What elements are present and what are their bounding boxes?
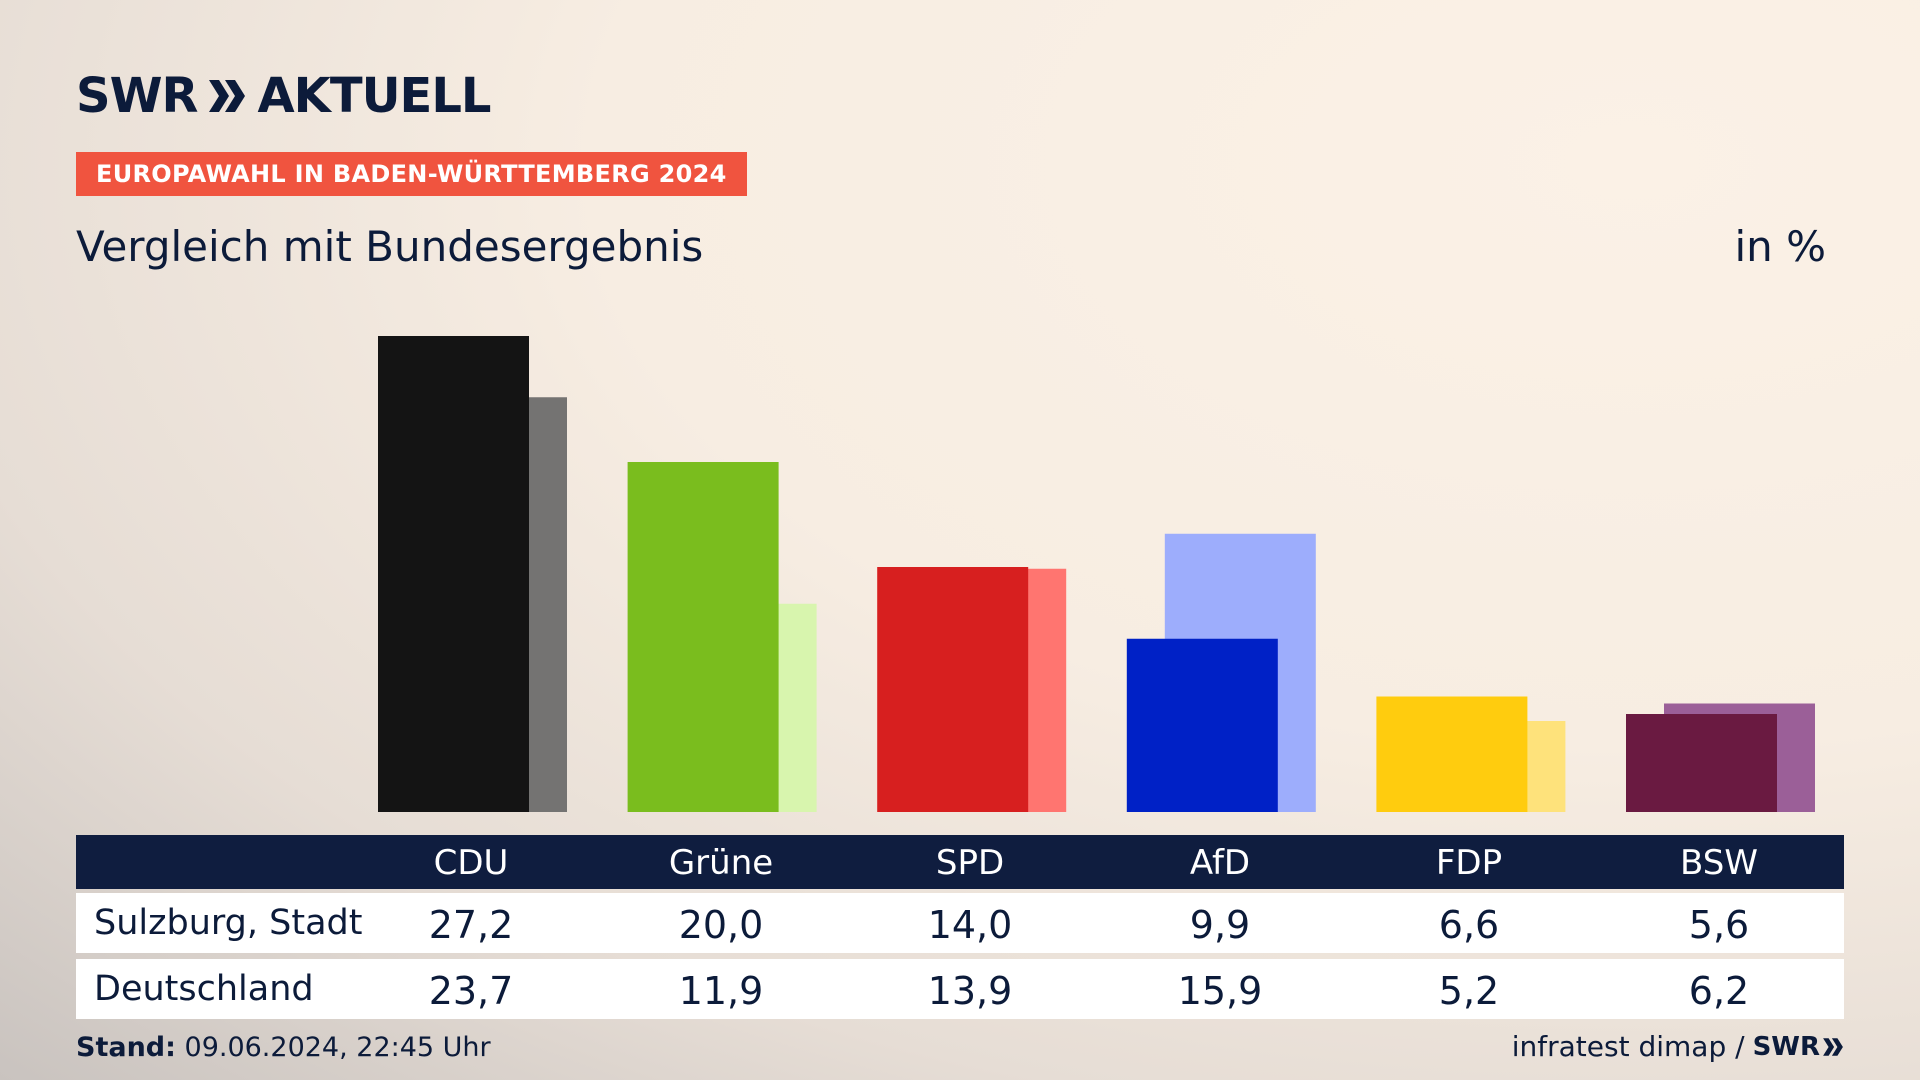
stand-timestamp: Stand: 09.06.2024, 22:45 Uhr: [76, 1032, 491, 1063]
swr-aktuell-logo: SWR AKTUELL: [76, 68, 492, 124]
table-cell: 20,0: [678, 903, 764, 947]
table-cell: 6,2: [1688, 969, 1750, 1013]
table-row: Deutschland 23,7 11,9 13,9 15,9 5,2 6,2: [76, 959, 1844, 1019]
header-gruene: Grüne: [668, 843, 774, 883]
bar-sulzburg-bsw: [1626, 714, 1777, 812]
election-tag: EUROPAWAHL IN BADEN-WÜRTTEMBERG 2024: [76, 152, 747, 196]
logo-swr-text: SWR: [76, 68, 198, 124]
table-cell: 27,2: [428, 903, 514, 947]
bar-sulzburg-fdp: [1376, 696, 1528, 812]
double-chevron-icon: [1823, 1037, 1843, 1056]
unit-label: in %: [1734, 222, 1826, 271]
source-credit: infratest dimap / SWR: [1512, 1030, 1844, 1063]
table-header: CDU Grüne SPD AfD FDP BSW: [76, 835, 1844, 889]
stand-label: Stand:: [76, 1032, 176, 1063]
table-cell: 15,9: [1177, 969, 1263, 1013]
table-row: Sulzburg, Stadt 27,2 20,0 14,0 9,9 6,6 5…: [76, 893, 1844, 953]
stand-value: 09.06.2024, 22:45 Uhr: [184, 1032, 491, 1063]
header-bsw: BSW: [1680, 843, 1758, 883]
table-cell: 5,6: [1688, 903, 1750, 947]
swr-footer-text: SWR: [1752, 1031, 1820, 1062]
bar-sulzburg-grne: [627, 462, 779, 812]
table-cell: 23,7: [428, 969, 514, 1013]
table-cell: 5,2: [1438, 969, 1500, 1013]
table-cell: 9,9: [1189, 903, 1251, 947]
table-cell: 13,9: [927, 969, 1013, 1013]
bar-sulzburg-spd: [877, 567, 1029, 812]
results-table: CDU Grüne SPD AfD FDP BSW Sulzburg, Stad…: [76, 835, 1844, 1019]
bar-chart: [378, 336, 1815, 812]
header-spd: SPD: [935, 843, 1005, 883]
table-cell: 14,0: [927, 903, 1013, 947]
bar-sulzburg-afd: [1126, 638, 1278, 812]
double-chevron-icon: [207, 76, 247, 116]
row-label: Deutschland: [94, 969, 314, 1009]
header-cdu: CDU: [433, 843, 509, 883]
header-afd: AfD: [1189, 843, 1251, 883]
chart-subtitle: Vergleich mit Bundesergebnis: [76, 222, 704, 271]
bar-sulzburg-cdu: [378, 336, 529, 812]
table-cell: 6,6: [1438, 903, 1500, 947]
row-label: Sulzburg, Stadt: [94, 903, 363, 943]
header-fdp: FDP: [1435, 843, 1503, 883]
swr-footer-logo: SWR: [1753, 1032, 1844, 1062]
table-cell: 11,9: [678, 969, 764, 1013]
logo-aktuell-text: AKTUELL: [257, 68, 491, 124]
source-text: infratest dimap /: [1511, 1030, 1745, 1063]
